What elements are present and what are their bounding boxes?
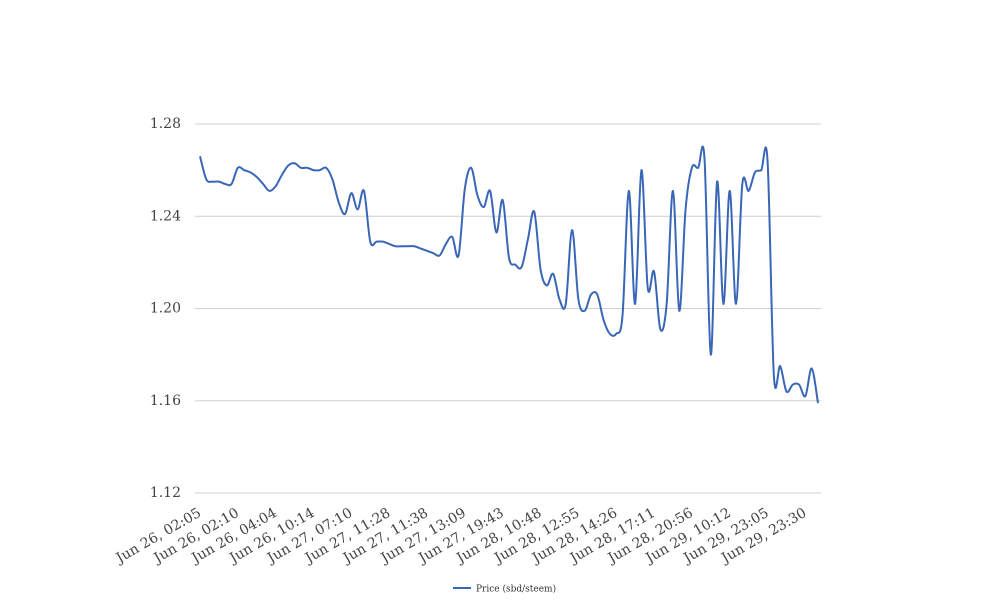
price-line [199,145,819,404]
y-tick-label: 1.20 [150,301,181,317]
y-tick-label: 1.28 [150,116,181,132]
y-tick-label: 1.16 [150,393,181,409]
y-tick-label: 1.12 [150,485,181,501]
y-tick-label: 1.24 [150,208,181,224]
legend-label: Price (sbd/steem) [476,584,556,595]
